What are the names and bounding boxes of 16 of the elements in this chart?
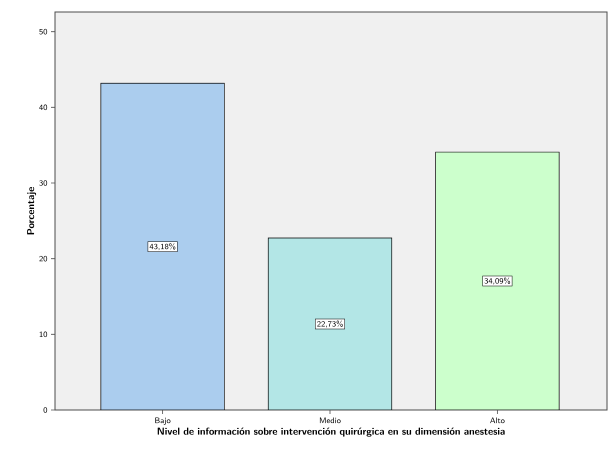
x-axis-title: Nivel de información sobre intervención quirúrgica en su dimensión anestesia <box>158 428 505 437</box>
y-tick-label: 50 <box>39 28 48 34</box>
x-tick-label: Alto <box>490 418 505 424</box>
y-tick-label: 30 <box>39 180 48 186</box>
data-label: 34,09% <box>484 278 510 285</box>
y-axis-title: Porcentaje <box>27 187 36 234</box>
y-tick-label: 40 <box>39 104 48 110</box>
data-label: 22,73% <box>317 320 343 328</box>
y-tick-label: 0 <box>44 407 48 413</box>
bar <box>435 152 560 410</box>
bar <box>100 82 225 410</box>
data-label: 43,18% <box>150 243 176 250</box>
y-tick-label: 20 <box>39 256 48 262</box>
x-tick-label: Bajo <box>155 418 171 425</box>
x-tick-label: Medio <box>320 418 341 424</box>
y-tick-label: 10 <box>40 332 48 338</box>
